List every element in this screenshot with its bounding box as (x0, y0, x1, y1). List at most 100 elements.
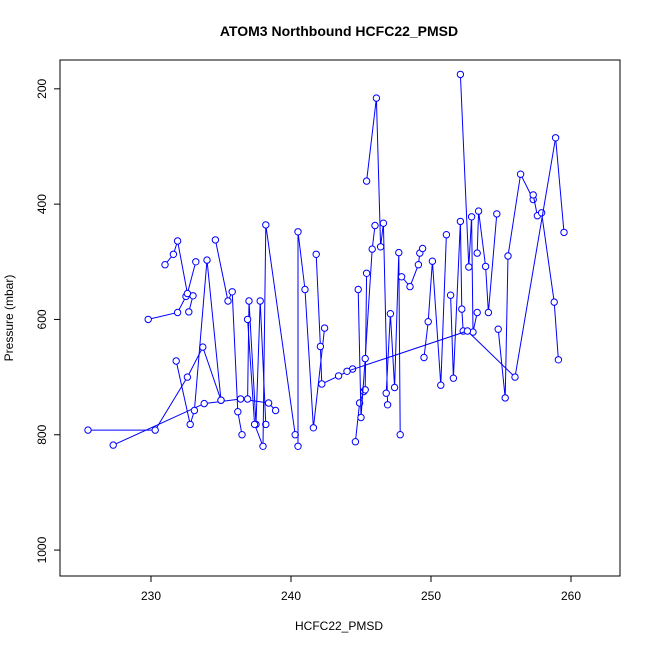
data-point (390, 383, 399, 392)
data-point (494, 325, 502, 333)
y-tick-label: 800 (35, 424, 49, 444)
series-22 (343, 134, 568, 381)
series-10 (312, 250, 357, 388)
series-layer (84, 70, 568, 450)
data-point (203, 256, 211, 264)
data-point (262, 420, 270, 429)
data-point (529, 191, 537, 199)
data-point (224, 297, 232, 305)
data-point (192, 258, 200, 266)
data-point (406, 282, 414, 291)
series-21 (529, 191, 563, 364)
data-point (271, 406, 280, 415)
data-point (243, 315, 252, 324)
data-point (259, 442, 267, 450)
x-tick-label: 240 (281, 589, 301, 603)
series-4 (161, 237, 200, 298)
data-point (334, 372, 343, 380)
data-point (465, 263, 473, 271)
data-point (420, 353, 428, 362)
data-point (250, 420, 259, 429)
data-point (383, 401, 392, 409)
x-tick-label: 230 (141, 589, 161, 603)
data-point (437, 381, 445, 389)
data-point (351, 438, 360, 446)
series-19 (473, 207, 501, 317)
data-point (256, 297, 264, 305)
data-point (362, 177, 371, 185)
data-point (442, 231, 451, 239)
data-point (368, 245, 376, 253)
data-point (236, 395, 245, 403)
y-tick-label: 600 (35, 309, 49, 329)
data-point (456, 217, 465, 226)
data-point (537, 209, 546, 217)
data-point (418, 244, 427, 253)
data-point (316, 342, 325, 351)
data-point (144, 315, 152, 324)
data-point (186, 420, 194, 429)
data-point (395, 248, 403, 257)
data-point (318, 380, 326, 388)
series-16 (420, 231, 451, 389)
data-point (294, 228, 302, 236)
data-point (234, 408, 242, 416)
data-point (473, 249, 481, 257)
data-point (291, 431, 299, 439)
data-point (467, 213, 476, 221)
data-point (301, 285, 309, 294)
data-point (484, 308, 493, 317)
data-point (396, 431, 404, 439)
data-point (264, 399, 273, 407)
data-point (414, 261, 423, 269)
data-point (312, 250, 320, 259)
series-12 (354, 221, 379, 422)
x-tick-label: 250 (421, 589, 441, 603)
data-point (551, 134, 560, 142)
data-point (357, 413, 365, 422)
data-point (109, 441, 117, 449)
series-8 (243, 221, 299, 450)
data-point (183, 289, 192, 298)
data-point (190, 406, 199, 415)
axes-layer: 230 240 250 260 200 400 600 800 1000 (35, 78, 581, 603)
data-point (228, 288, 236, 296)
data-point (262, 221, 270, 229)
y-tick-label: 1000 (35, 536, 49, 563)
data-point (424, 318, 432, 326)
x-tick-label: 260 (561, 589, 581, 603)
data-point (294, 442, 302, 450)
series-18 (456, 70, 481, 336)
x-axis: 230 240 250 260 (141, 576, 581, 603)
data-point (382, 389, 390, 397)
data-point (185, 308, 193, 316)
data-point (446, 291, 455, 299)
data-point (372, 94, 381, 102)
data-point (320, 324, 329, 332)
data-point (211, 236, 220, 244)
data-point (458, 305, 466, 313)
series-6 (211, 236, 246, 439)
y-axis: 200 400 600 800 1000 (35, 78, 60, 563)
data-point (183, 373, 192, 381)
data-point (173, 237, 182, 245)
data-point (169, 250, 178, 259)
data-point (493, 210, 501, 218)
data-point (173, 308, 182, 317)
data-point (354, 285, 362, 294)
data-point (361, 354, 369, 363)
data-point (504, 252, 512, 260)
data-point (172, 357, 180, 365)
series-20 (494, 170, 537, 402)
data-point (550, 298, 558, 306)
data-point (397, 273, 406, 281)
data-point (449, 374, 458, 382)
data-point (343, 367, 351, 375)
data-point (376, 243, 385, 251)
data-point (243, 395, 252, 403)
data-point (481, 262, 490, 271)
data-point (151, 426, 159, 434)
data-point (217, 396, 225, 404)
data-point (161, 261, 169, 269)
